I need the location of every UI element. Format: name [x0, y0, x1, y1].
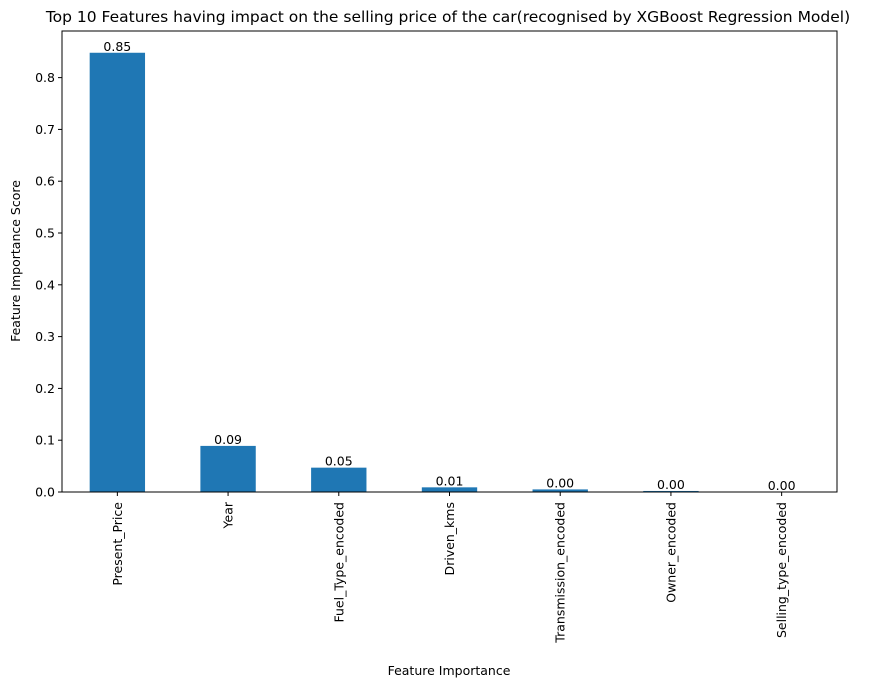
y-tick-label: 0.2 [35, 381, 55, 396]
data-label: 0.85 [103, 39, 131, 54]
y-axis-label: Feature Importance Score [8, 180, 23, 342]
x-tick-label: Transmission_encoded [553, 502, 568, 644]
x-tick-label: Selling_type_encoded [774, 502, 789, 638]
y-tick-label: 0.0 [35, 485, 55, 500]
y-tick-label: 0.8 [35, 70, 55, 85]
data-label: 0.00 [768, 478, 796, 493]
data-label: 0.05 [325, 454, 353, 469]
x-axis-label: Feature Importance [388, 663, 511, 678]
y-tick-label: 0.7 [35, 122, 55, 137]
bar [200, 445, 256, 492]
x-tick-label: Driven_kms [442, 502, 457, 575]
bar [89, 52, 146, 492]
x-tick-label: Owner_encoded [663, 502, 678, 603]
bar [532, 489, 588, 492]
data-label: 0.00 [546, 475, 574, 490]
y-tick-label: 0.4 [35, 277, 55, 292]
bar [421, 487, 478, 492]
y-tick-label: 0.3 [35, 329, 55, 344]
x-tick-label: Present_Price [110, 502, 125, 586]
plot-marks: 0.0 0.1 0.2 0.3 0.4 0.5 0.6 0.7 0.8 0.85 Present_P… [35, 39, 810, 644]
bar [311, 467, 367, 492]
data-label: 0.09 [214, 432, 242, 447]
x-tick-label: Year [221, 501, 236, 529]
data-label: 0.00 [657, 477, 685, 492]
chart-title: Top 10 Features having impact on the sel… [45, 8, 850, 26]
y-tick-label: 0.1 [35, 433, 55, 448]
x-tick-label: Fuel_Type_encoded [331, 502, 346, 623]
y-tick-label: 0.5 [35, 226, 55, 241]
y-tick-label: 0.6 [35, 174, 55, 189]
data-label: 0.01 [436, 473, 464, 488]
plot-frame [61, 30, 838, 493]
bar [643, 490, 699, 492]
